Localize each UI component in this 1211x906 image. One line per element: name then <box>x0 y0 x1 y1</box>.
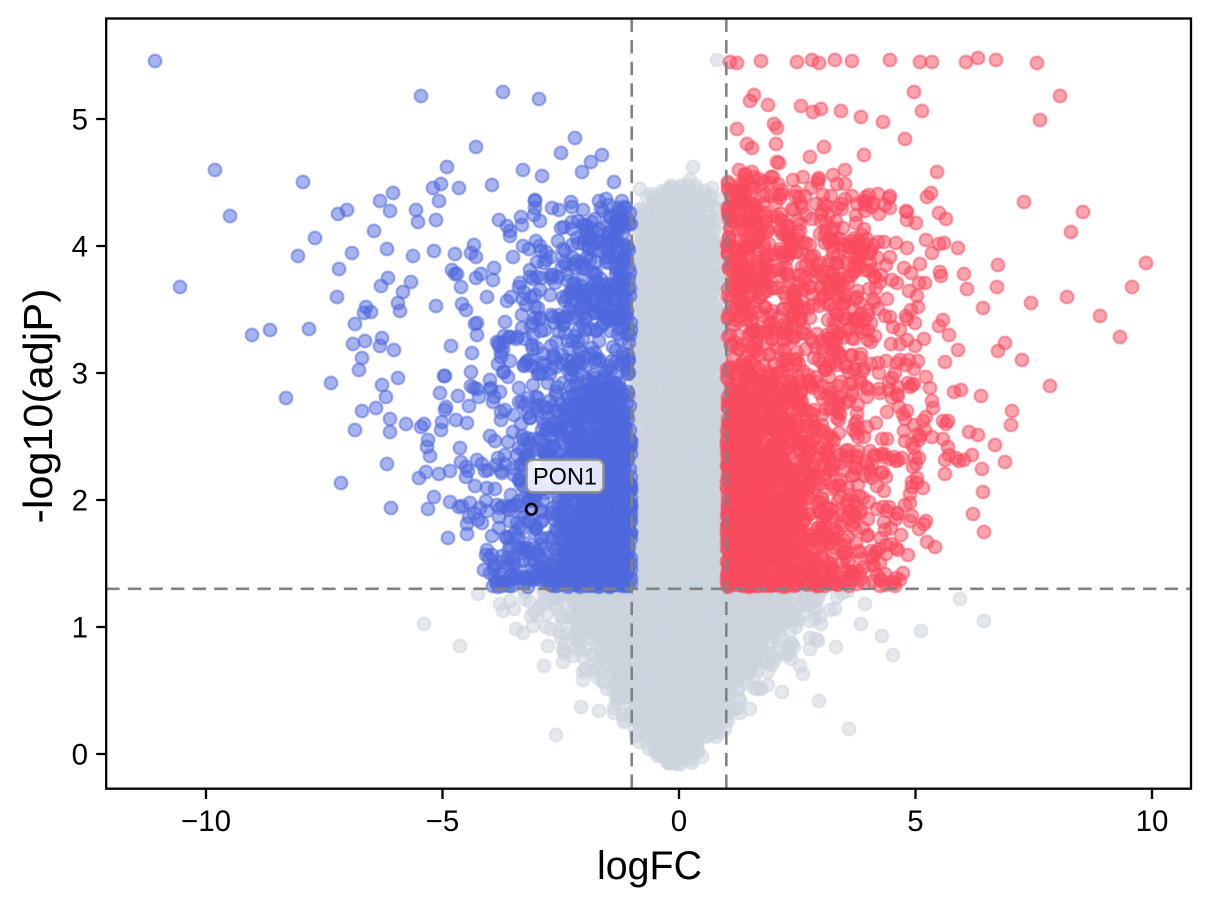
svg-text:4: 4 <box>72 231 88 264</box>
svg-text:-log10(adjP): -log10(adjP) <box>15 289 61 524</box>
svg-text:PON1: PON1 <box>533 464 597 491</box>
svg-text:−10: −10 <box>181 805 231 838</box>
svg-text:logFC: logFC <box>597 844 702 888</box>
svg-text:0: 0 <box>72 739 88 772</box>
svg-text:0: 0 <box>671 805 687 838</box>
svg-text:10: 10 <box>1136 805 1169 838</box>
svg-text:5: 5 <box>72 104 88 137</box>
svg-text:−5: −5 <box>426 805 460 838</box>
svg-text:1: 1 <box>72 612 88 645</box>
svg-text:3: 3 <box>72 358 88 391</box>
svg-text:5: 5 <box>907 805 923 838</box>
svg-text:2: 2 <box>72 485 88 518</box>
